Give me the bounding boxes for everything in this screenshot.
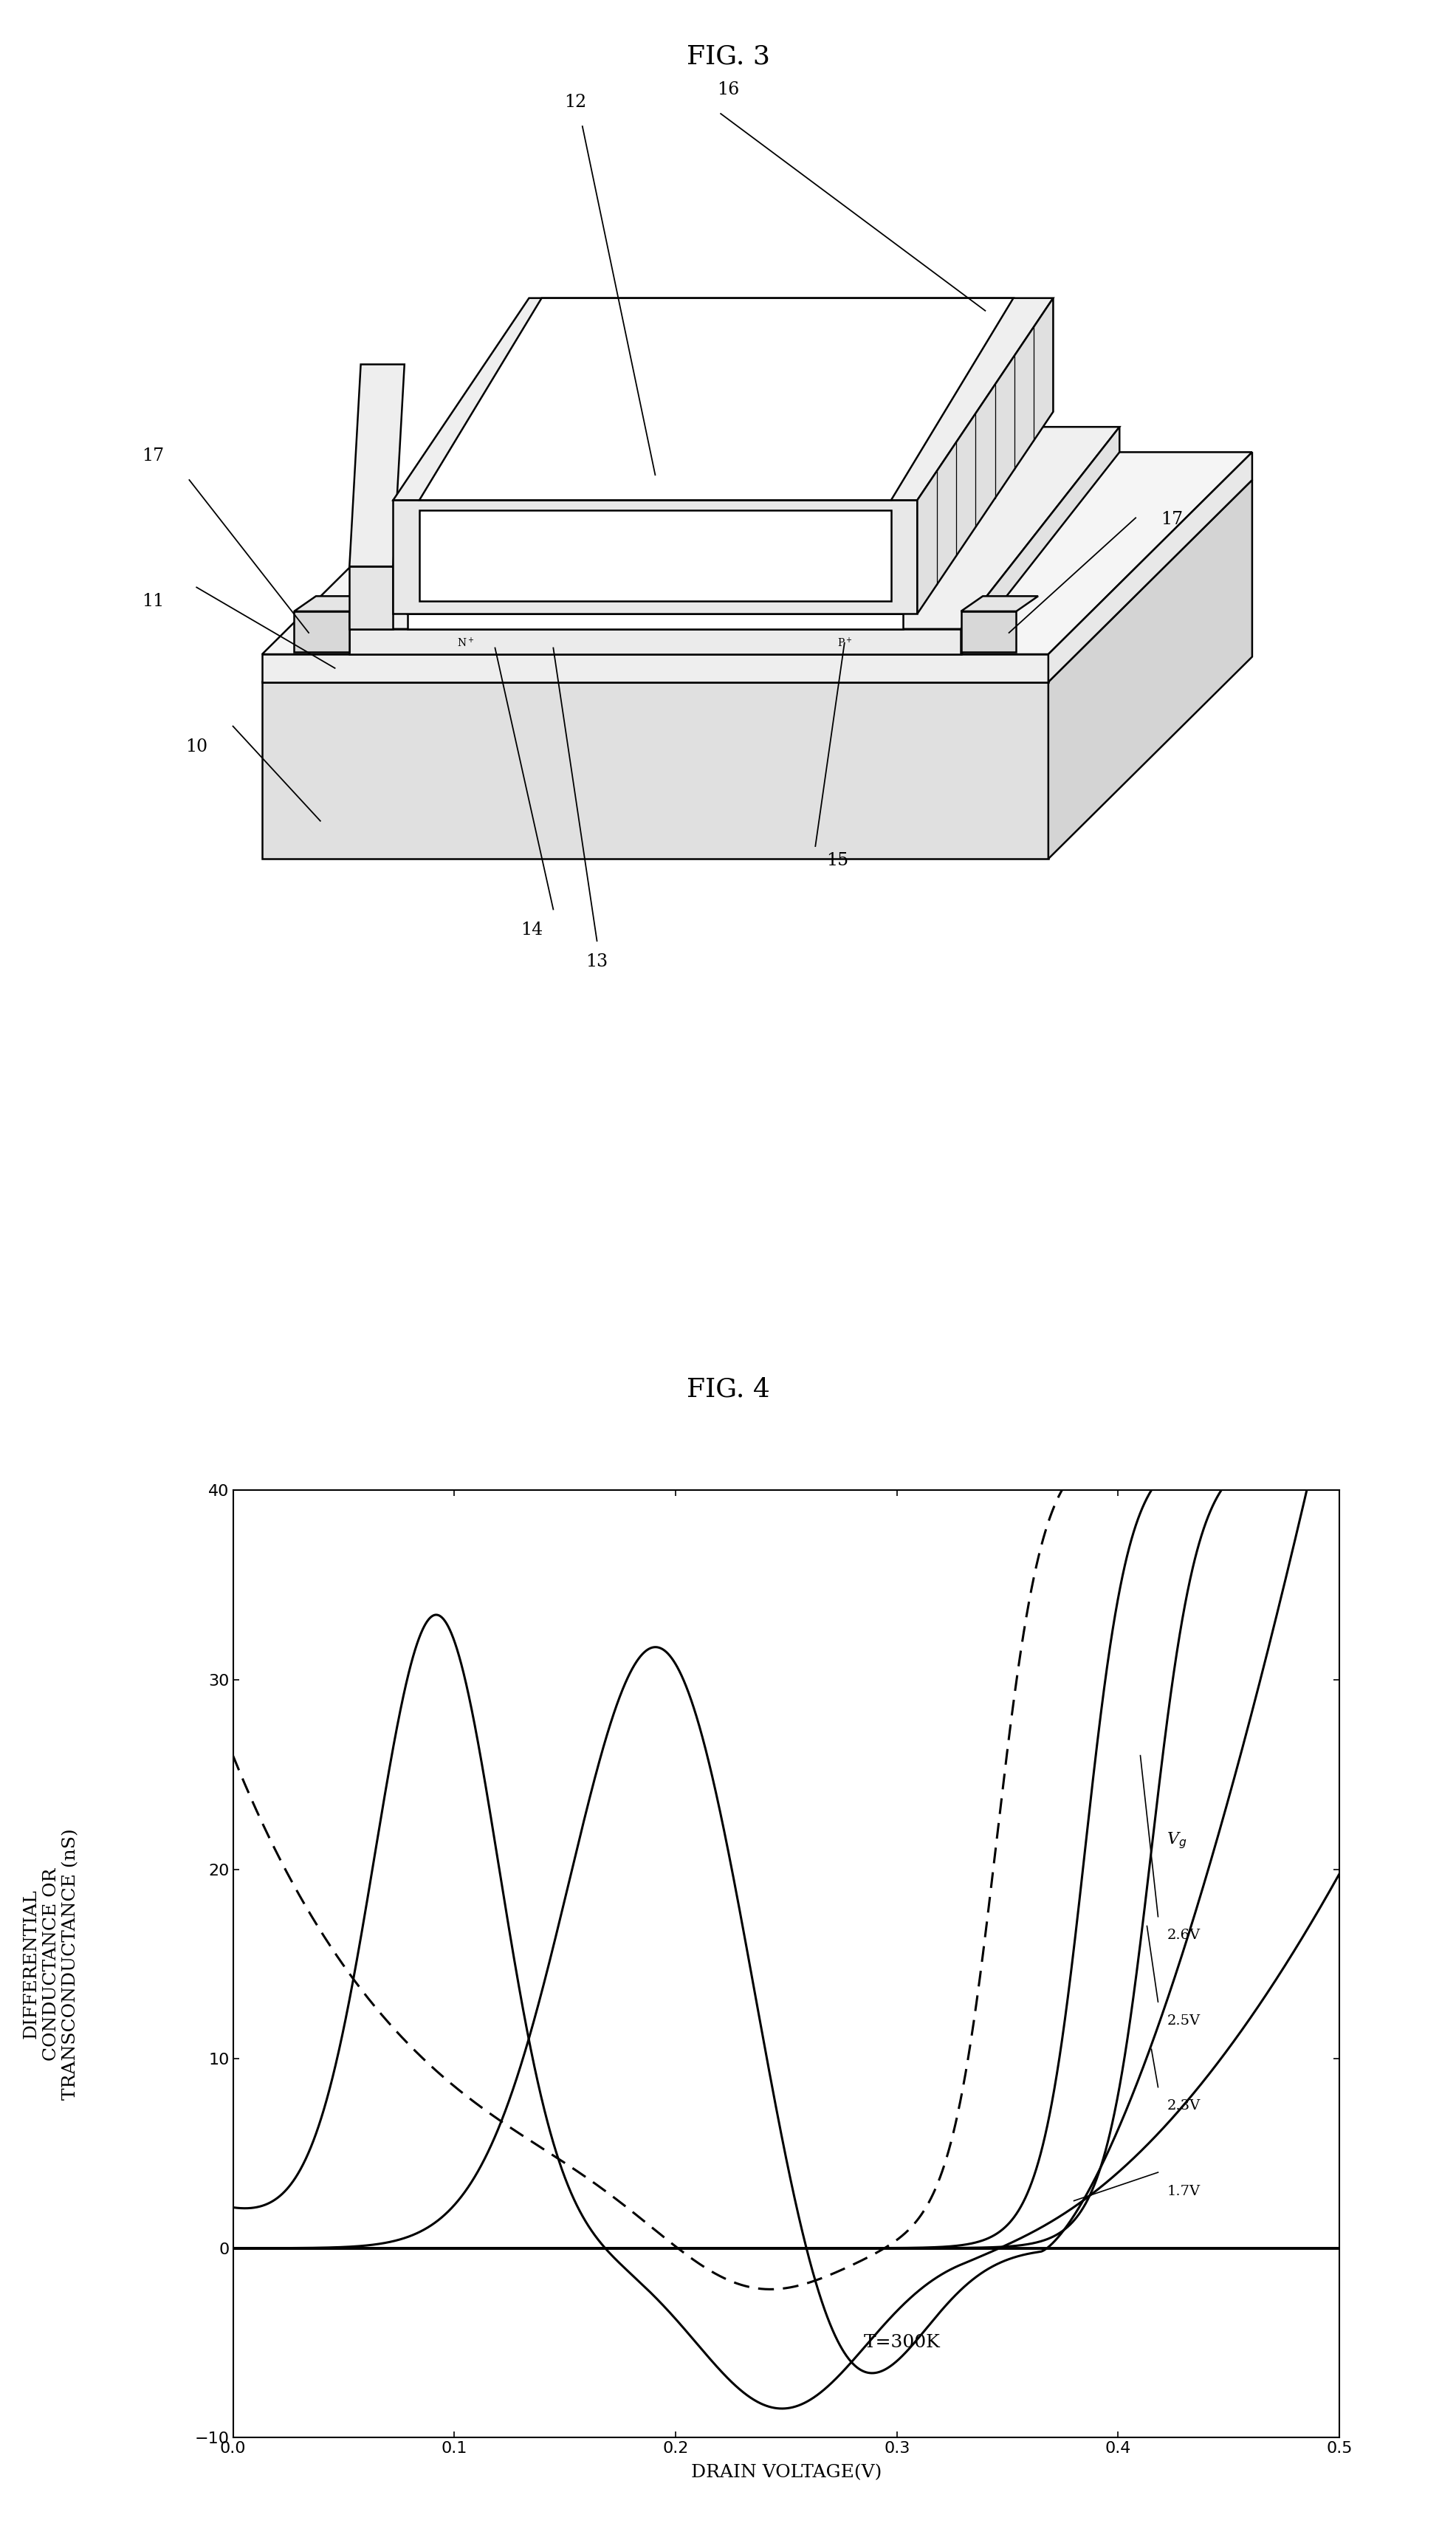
Polygon shape xyxy=(294,596,371,611)
Polygon shape xyxy=(961,611,1016,652)
Text: 2.5V: 2.5V xyxy=(1166,2013,1200,2028)
Text: 10: 10 xyxy=(185,738,208,755)
Polygon shape xyxy=(961,427,1120,654)
Text: 2.6V: 2.6V xyxy=(1166,1930,1200,1942)
Polygon shape xyxy=(408,614,903,629)
Text: 15: 15 xyxy=(826,851,849,869)
Text: 16: 16 xyxy=(716,81,740,99)
Polygon shape xyxy=(393,500,917,614)
Polygon shape xyxy=(393,298,1053,500)
Polygon shape xyxy=(1048,480,1252,859)
Text: N$^+$: N$^+$ xyxy=(457,637,475,649)
Polygon shape xyxy=(349,566,393,629)
Polygon shape xyxy=(917,298,1053,614)
Polygon shape xyxy=(349,427,1120,629)
Text: 2.3V: 2.3V xyxy=(1166,2099,1200,2112)
Text: FIG. 4: FIG. 4 xyxy=(686,1377,770,1402)
Text: 1.7V: 1.7V xyxy=(1166,2185,1200,2198)
Polygon shape xyxy=(419,298,1013,500)
Text: T=300K: T=300K xyxy=(863,2334,941,2352)
Text: 11: 11 xyxy=(141,594,165,609)
X-axis label: DRAIN VOLTAGE(V): DRAIN VOLTAGE(V) xyxy=(690,2465,882,2481)
Polygon shape xyxy=(408,412,1031,614)
Text: V$_g$: V$_g$ xyxy=(1166,1831,1187,1852)
Polygon shape xyxy=(294,611,349,652)
Text: 12: 12 xyxy=(563,93,587,111)
Text: 17: 17 xyxy=(141,447,165,465)
Polygon shape xyxy=(262,480,1252,682)
Polygon shape xyxy=(262,452,1252,654)
Polygon shape xyxy=(349,364,405,566)
Polygon shape xyxy=(262,654,1048,682)
Polygon shape xyxy=(349,629,961,654)
Text: P$^+$: P$^+$ xyxy=(837,637,852,649)
Text: 14: 14 xyxy=(520,922,543,937)
Polygon shape xyxy=(961,596,1038,611)
Text: DIFFERENTIAL
CONDUCTANCE OR
TRANSCONDUCTANCE (nS): DIFFERENTIAL CONDUCTANCE OR TRANSCONDUCT… xyxy=(23,1829,79,2099)
Text: 13: 13 xyxy=(585,952,609,970)
Polygon shape xyxy=(262,682,1048,859)
Polygon shape xyxy=(419,510,891,601)
Text: 17: 17 xyxy=(1160,510,1184,528)
Polygon shape xyxy=(1048,452,1252,682)
Text: FIG. 3: FIG. 3 xyxy=(686,43,770,68)
